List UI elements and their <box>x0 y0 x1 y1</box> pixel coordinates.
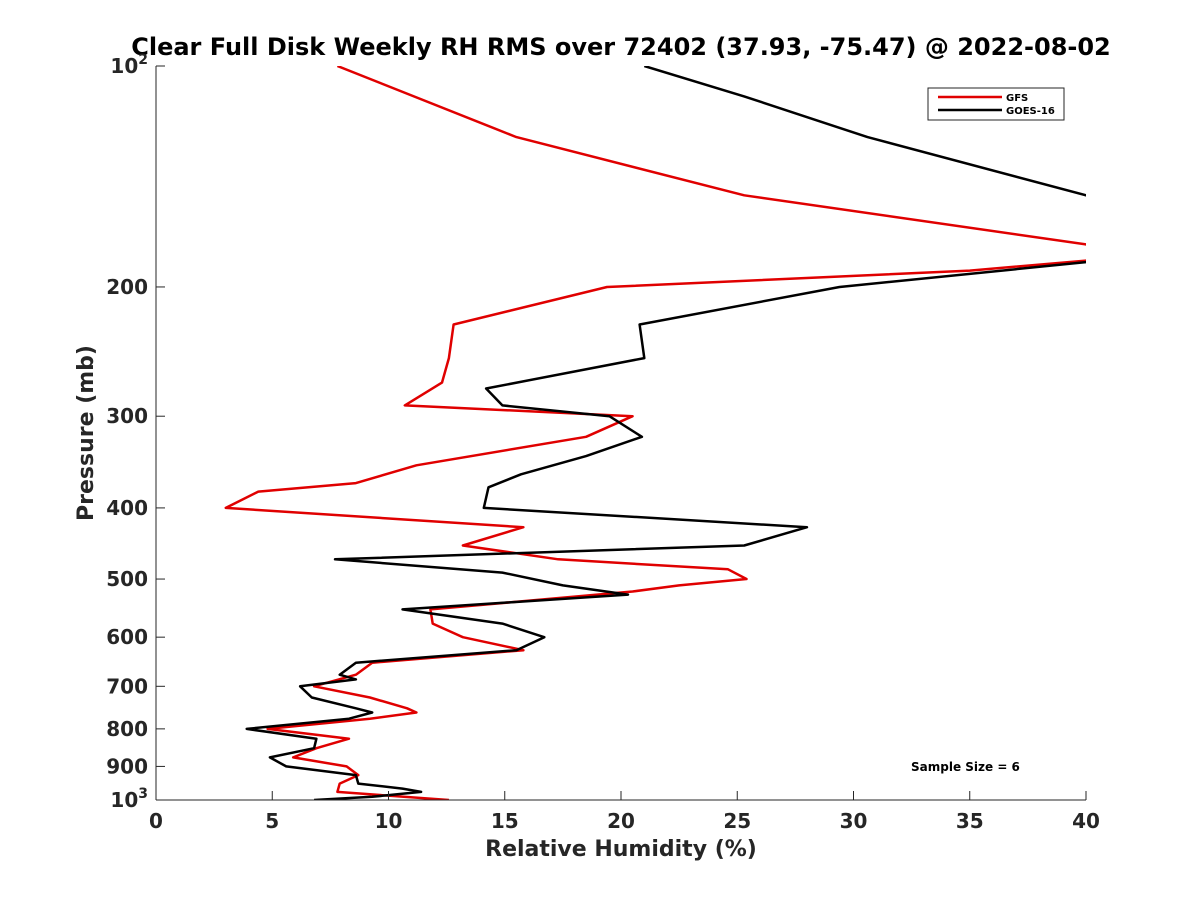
y-tick-label: 103 <box>110 786 148 812</box>
y-tick-label: 300 <box>106 404 148 428</box>
x-tick-label: 40 <box>1072 809 1100 833</box>
series-group <box>224 66 1086 800</box>
legend-label-gfs: GFS <box>1006 93 1028 104</box>
legend: GFS GOES-16 <box>927 87 1065 121</box>
x-ticks: 0 5 10 15 20 25 30 35 40 <box>149 791 1100 833</box>
x-tick-label: 30 <box>840 809 868 833</box>
legend-box <box>927 87 1065 121</box>
x-tick-label: 25 <box>723 809 751 833</box>
x-axis-label: Relative Humidity (%) <box>485 837 757 862</box>
x-tick-label: 15 <box>491 809 519 833</box>
y-tick-label: 200 <box>106 275 148 299</box>
y-axis-label: Pressure (mb) <box>74 345 99 521</box>
series-line-gfs <box>224 66 1086 800</box>
x-tick-label: 10 <box>375 809 403 833</box>
y-tick-label: 102 <box>110 52 148 78</box>
x-tick-label: 0 <box>149 809 163 833</box>
series-line-goes16 <box>245 66 1086 800</box>
legend-label-goes16: GOES-16 <box>1006 106 1055 117</box>
x-tick-label: 5 <box>265 809 279 833</box>
y-tick-label: 900 <box>106 754 148 778</box>
y-tick-label: 400 <box>106 496 148 520</box>
x-tick-label: 20 <box>607 809 635 833</box>
y-tick-label: 800 <box>106 717 148 741</box>
sample-size-annotation: Sample Size = 6 <box>911 760 1020 774</box>
y-tick-label: 700 <box>106 674 148 698</box>
x-tick-label: 35 <box>956 809 984 833</box>
chart-title: Clear Full Disk Weekly RH RMS over 72402… <box>131 33 1111 61</box>
y-tick-label: 600 <box>106 625 148 649</box>
y-tick-label: 500 <box>106 567 148 591</box>
y-ticks: 102 200 300 400 500 600 700 800 900 103 <box>106 52 165 812</box>
